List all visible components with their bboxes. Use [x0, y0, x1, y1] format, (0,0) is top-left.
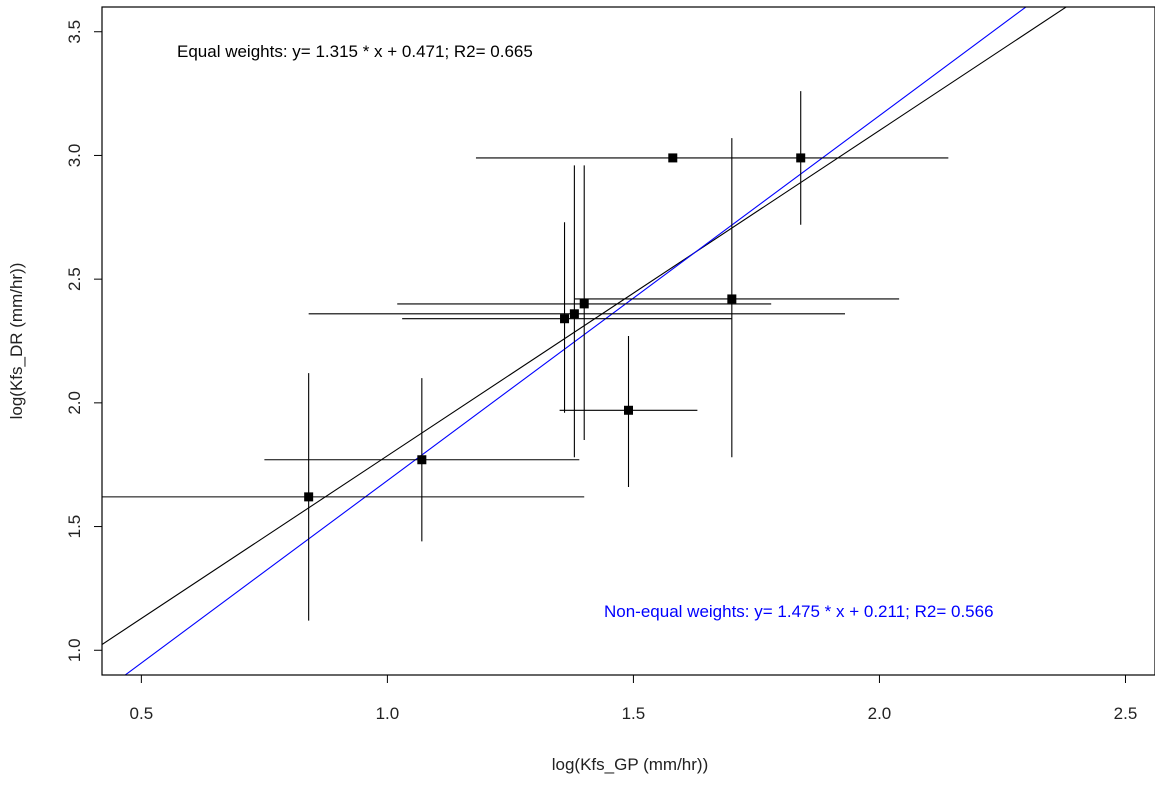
non-equal-weights-regression-line	[124, 7, 1027, 675]
regression-lines	[102, 7, 1068, 675]
y-tick-label: 1.5	[65, 515, 84, 539]
non-equal-weights-annotation: Non-equal weights: y= 1.475 * x + 0.211;…	[604, 602, 994, 621]
x-tick-label: 2.5	[1114, 704, 1138, 723]
y-tick-label: 2.5	[65, 267, 84, 291]
plot-frame	[101, 6, 1155, 676]
data-point	[624, 405, 633, 415]
x-axis-ticks: 0.5 1.0 1.5 2.0 2.5	[130, 675, 1138, 723]
y-tick-label: 3.0	[65, 144, 84, 168]
data-point	[796, 153, 806, 163]
x-tick-label: 1.0	[376, 704, 400, 723]
x-axis-label: log(Kfs_GP (mm/hr))	[552, 755, 709, 774]
data-point	[304, 492, 314, 502]
x-tick-label: 0.5	[130, 704, 154, 723]
data-point	[560, 314, 570, 324]
data-point	[668, 153, 678, 163]
equal-weights-annotation: Equal weights: y= 1.315 * x + 0.471; R2=…	[177, 42, 533, 61]
equal-weights-regression-line	[102, 7, 1068, 645]
x-tick-label: 1.5	[622, 704, 646, 723]
data-point	[417, 455, 427, 465]
y-axis-ticks: 1.0 1.5 2.0 2.5 3.0 3.5	[65, 20, 102, 662]
y-axis-label: log(Kfs_DR (mm/hr))	[7, 263, 26, 420]
y-tick-label: 1.0	[65, 638, 84, 662]
data-point	[569, 309, 579, 319]
data-point	[579, 299, 589, 309]
data-points	[304, 153, 806, 502]
y-tick-label: 3.5	[65, 20, 84, 44]
x-tick-label: 2.0	[868, 704, 892, 723]
y-tick-label: 2.0	[65, 391, 84, 415]
data-point	[727, 294, 737, 304]
